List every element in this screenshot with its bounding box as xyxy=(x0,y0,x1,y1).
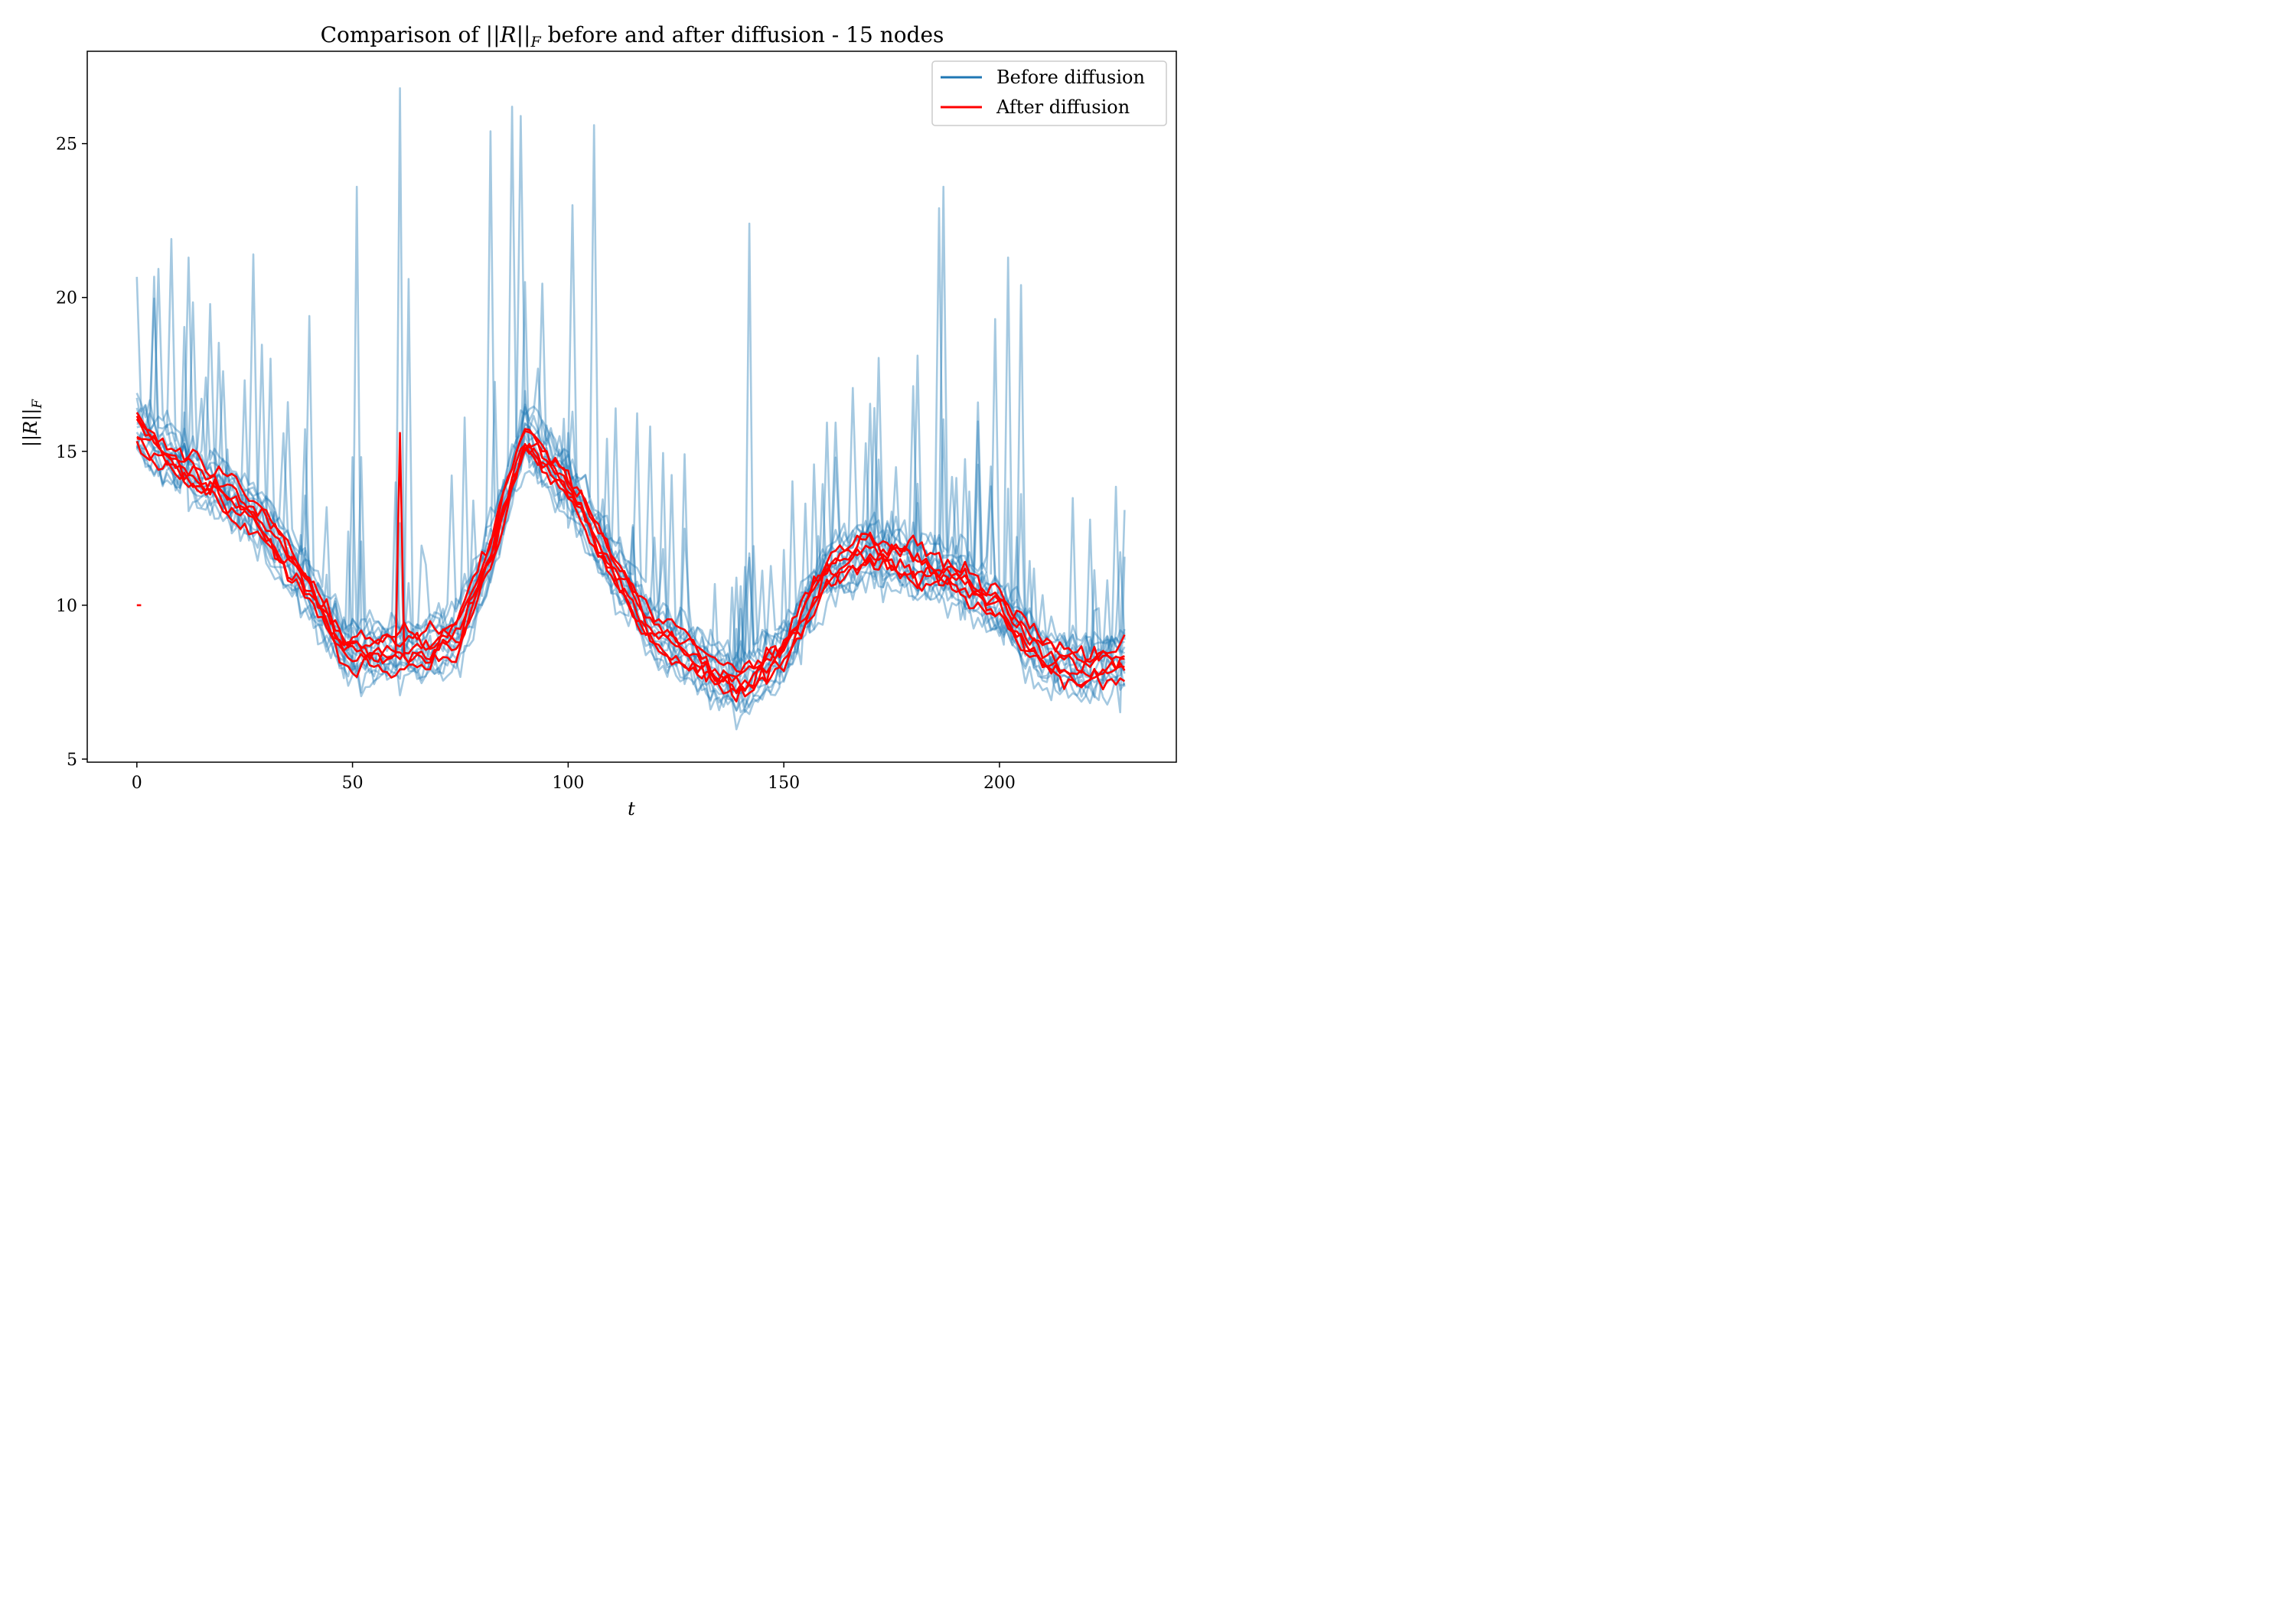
chart-title-symbol: ||R|| xyxy=(486,22,531,47)
chart-title-subscript: F xyxy=(530,34,541,51)
legend-box xyxy=(931,60,1167,126)
x-tick-label: 0 xyxy=(132,774,142,793)
before-diffusion-spike xyxy=(589,124,600,520)
chart-title: Comparison of ||R||F before and after di… xyxy=(321,22,944,51)
x-tick-label: 100 xyxy=(552,774,584,793)
before-diffusion-spike xyxy=(934,207,944,553)
before-diffusion-spike xyxy=(248,253,259,500)
chart-title-prefix: Comparison of xyxy=(321,22,486,47)
before-diffusion-spike xyxy=(938,185,949,554)
before-diffusion-line xyxy=(135,376,1125,662)
before-diffusion-spike xyxy=(183,256,194,453)
axes-frame xyxy=(86,51,1177,763)
after-diffusion-series-group xyxy=(135,412,1126,702)
before-diffusion-spike xyxy=(166,237,177,442)
chart-title-suffix: before and after diffusion - 15 nodes xyxy=(541,22,944,47)
after-diffusion-line xyxy=(135,441,1126,695)
x-tick-label: 150 xyxy=(768,774,800,793)
before-diffusion-spike xyxy=(744,222,755,654)
before-diffusion-spike xyxy=(507,106,517,467)
before-diffusion-line xyxy=(135,390,1126,709)
legend-label-before: Before diffusion xyxy=(996,67,1145,88)
y-tick-label: 5 xyxy=(67,751,77,770)
y-axis-label-subscript: F xyxy=(30,399,45,409)
after-diffusion-line xyxy=(136,432,1126,702)
x-tick-label: 200 xyxy=(983,774,1016,793)
x-axis: 0 50 100 150 200 xyxy=(132,762,1016,793)
legend-label-after: After diffusion xyxy=(996,96,1130,118)
before-diffusion-line xyxy=(135,407,1126,678)
before-diffusion-line xyxy=(136,281,1125,713)
before-diffusion-spike xyxy=(394,87,406,631)
x-axis-label: t xyxy=(628,798,635,820)
y-axis: 5 10 15 20 25 xyxy=(56,135,87,770)
before-diffusion-spike xyxy=(485,130,496,537)
before-diffusion-spike xyxy=(1003,256,1014,602)
before-diffusion-spike xyxy=(567,204,578,480)
y-axis-label-symbol: ||R|| xyxy=(20,409,42,447)
x-tick-label: 50 xyxy=(342,774,364,793)
line-chart: Comparison of ||R||F before and after di… xyxy=(0,0,1199,839)
after-diffusion-line xyxy=(135,412,1126,673)
before-diffusion-spike xyxy=(515,115,527,438)
before-diffusion-spike xyxy=(351,185,363,631)
y-tick-label: 25 xyxy=(56,135,77,155)
before-diffusion-spike xyxy=(990,318,1001,587)
before-diffusion-spike xyxy=(304,315,315,576)
y-axis-label: ||R||F xyxy=(20,399,45,447)
before-diffusion-line xyxy=(135,267,1126,669)
plot-area xyxy=(135,87,1126,731)
before-diffusion-spike xyxy=(403,278,414,631)
y-tick-label: 10 xyxy=(56,597,77,616)
legend: Before diffusion After diffusion xyxy=(931,60,1167,126)
before-diffusion-line xyxy=(135,411,1126,731)
before-diffusion-line xyxy=(135,297,1126,679)
y-tick-label: 20 xyxy=(56,289,77,308)
figure-background xyxy=(0,0,1199,839)
y-tick-label: 15 xyxy=(56,443,77,462)
before-diffusion-spike xyxy=(1016,284,1027,617)
